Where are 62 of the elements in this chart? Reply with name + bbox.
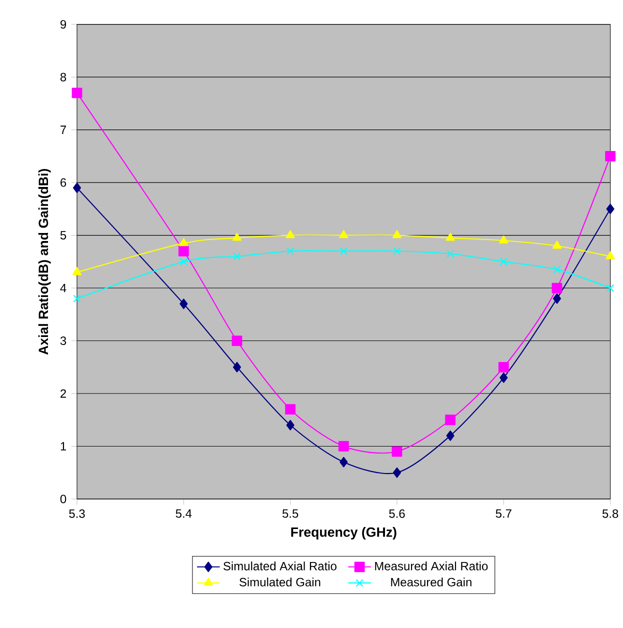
point (286, 230, 295, 238)
point (180, 258, 188, 266)
point (606, 204, 614, 214)
point (552, 293, 562, 304)
point (232, 362, 242, 372)
point (340, 247, 348, 255)
y-tick-label: 7 (60, 126, 66, 134)
point (392, 230, 402, 238)
point (605, 150, 616, 162)
y-tick-label: 4 (60, 284, 66, 292)
point (286, 420, 294, 430)
y-tick-label: 2 (60, 389, 66, 398)
point (232, 232, 242, 241)
x-tick-label: 5.8 (602, 509, 618, 518)
x-tick-label: 5.5 (282, 509, 298, 518)
y-tick-label: 5 (60, 231, 66, 240)
point (445, 414, 456, 426)
point (72, 182, 82, 194)
point (552, 282, 562, 294)
point (72, 88, 82, 98)
point (552, 240, 562, 249)
y-tick-label: 0 (60, 494, 66, 504)
point (338, 441, 349, 452)
point (499, 235, 508, 244)
x-tick-label: 5.4 (176, 509, 192, 518)
point (232, 336, 242, 346)
point (392, 446, 402, 457)
x-tick-label: 5.7 (496, 509, 512, 518)
point (72, 267, 82, 276)
point (553, 266, 561, 274)
y-axis-title: Axial Ratio(dB) and Gain(dBi) (38, 168, 51, 355)
point (500, 372, 508, 383)
legend-label: Simulated Gain (239, 578, 320, 586)
x-tick-label: 5.6 (389, 509, 405, 518)
point (500, 258, 508, 266)
y-tick-label: 1 (60, 442, 66, 450)
point (285, 404, 296, 415)
x-tick-label: 5.3 (69, 509, 85, 518)
x-axis-title: Frequency (GHz) (291, 527, 396, 540)
point (446, 232, 455, 241)
point (339, 230, 348, 238)
point (606, 284, 614, 292)
point (340, 456, 348, 468)
y-tick-label: 6 (60, 178, 66, 187)
point (286, 247, 294, 255)
legend-label: Measured Gain (391, 578, 472, 586)
point (178, 246, 189, 256)
point (233, 252, 241, 260)
legend-label: Measured Axial Ratio (375, 562, 488, 570)
point (446, 250, 454, 258)
point (606, 251, 615, 260)
point (498, 362, 509, 372)
y-tick-label: 9 (60, 20, 66, 29)
point (73, 294, 81, 302)
legend-label: Simulated Axial Ratio (223, 562, 336, 570)
y-tick-label: 3 (60, 336, 66, 346)
point (393, 247, 401, 255)
point (392, 467, 402, 478)
point (446, 430, 454, 441)
point (179, 238, 188, 246)
y-tick-label: 8 (60, 72, 66, 82)
point (180, 298, 188, 310)
